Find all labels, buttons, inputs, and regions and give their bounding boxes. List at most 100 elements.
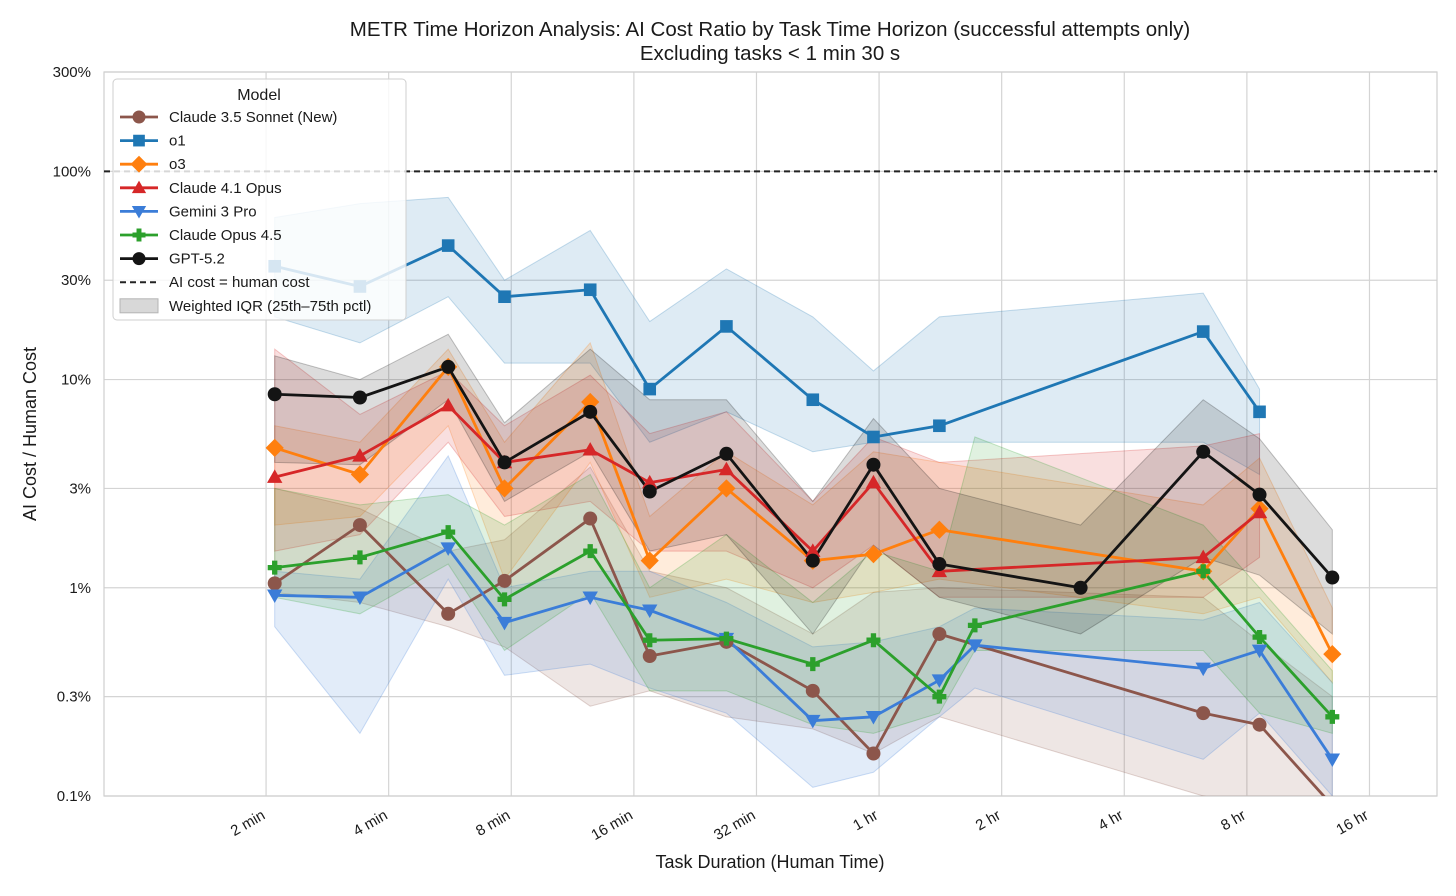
data-point-claude-opus-4-5 [642, 633, 657, 648]
data-point-o1 [806, 393, 820, 407]
data-point-gpt-5-2 [642, 484, 657, 499]
data-point-gemini-3-pro [266, 589, 283, 604]
x-tick-label: 32 min [711, 807, 758, 844]
legend-item-claude-4-1-opus: Claude 4.1 Opus [120, 180, 282, 197]
data-point-gemini-3-pro [582, 591, 598, 606]
y-tick-label: 0.3% [57, 689, 91, 706]
y-tick-label: 10% [61, 372, 91, 389]
data-point-o3 [265, 438, 284, 457]
data-point-claude-4-1-opus [642, 474, 658, 489]
legend-item-iqr: Weighted IQR (25th–75th pctl) [119, 298, 371, 315]
data-point-o1 [583, 283, 597, 297]
legend-label: Gemini 3 Pro [169, 203, 257, 220]
legend-marker [132, 252, 146, 266]
data-point-gpt-5-2 [866, 457, 881, 472]
y-tick-label: 30% [61, 272, 91, 289]
data-point-gpt-5-2 [1073, 580, 1088, 595]
data-point-o3 [495, 479, 514, 498]
legend-label: o3 [169, 156, 186, 173]
legend-label: o1 [169, 133, 186, 150]
data-point-claude-opus-4-5 [267, 560, 282, 575]
y-tick-labels: 0.1% 0.3% 1% 3% 10% 30% 100% 300% [53, 64, 91, 805]
data-point-o3 [864, 545, 883, 564]
data-point-o3 [1323, 645, 1342, 664]
data-point-gemini-3-pro [642, 604, 658, 618]
x-axis-label: Task Duration (Human Time) [655, 852, 884, 872]
x-tick-label: 16 hr [1333, 807, 1371, 839]
data-point-gemini-3-pro [1324, 753, 1341, 768]
data-point-claude-opus-4-5 [583, 544, 598, 559]
x-tick-label: 16 min [588, 807, 635, 844]
x-tick-label: 4 hr [1095, 807, 1126, 835]
legend-marker [131, 206, 147, 219]
data-point-claude-3-5-sonnet-new [1252, 717, 1267, 732]
data-point-claude-opus-4-5 [719, 631, 734, 646]
data-point-gpt-5-2 [267, 387, 282, 402]
data-point-gpt-5-2 [719, 446, 734, 461]
iqr-band-gpt-5-2 [274, 333, 1333, 636]
data-point-gpt-5-2 [1252, 487, 1267, 502]
x-tick-label: 8 hr [1218, 807, 1249, 835]
data-point-gemini-3-pro [1195, 662, 1211, 677]
data-point-claude-4-1-opus [865, 474, 882, 489]
legend-box [112, 78, 407, 321]
data-point-claude-4-1-opus [440, 397, 456, 412]
legend-item-claude-opus-4-5: Claude Opus 4.5 [120, 227, 282, 244]
legend-item-o3: o3 [120, 155, 186, 173]
data-point-o1 [933, 419, 946, 433]
data-point-gemini-3-pro [352, 591, 368, 606]
data-point-o1 [498, 290, 511, 304]
data-point-claude-3-5-sonnet-new [441, 606, 456, 621]
data-point-o1 [720, 320, 733, 333]
data-point-claude-opus-4-5 [932, 689, 947, 704]
data-point-claude-4-1-opus [582, 442, 598, 456]
legend-marker [132, 228, 146, 242]
legend-item-gemini-3-pro: Gemini 3 Pro [120, 203, 257, 220]
iqr-band-o3 [274, 341, 1333, 685]
data-point-claude-3-5-sonnet-new [267, 576, 282, 591]
data-point-claude-3-5-sonnet-new [805, 683, 820, 698]
x-tick-label: 4 min [350, 807, 390, 840]
y-tick-label: 100% [53, 163, 91, 180]
data-point-o3 [640, 551, 659, 570]
data-point-claude-4-1-opus [266, 469, 283, 483]
data-point-gpt-5-2 [441, 359, 456, 374]
legend-swatch-band [119, 298, 159, 314]
legend-item-gpt-5-2: GPT-5.2 [120, 251, 225, 268]
legend-marker [133, 134, 145, 147]
y-tick-label: 0.1% [57, 788, 91, 805]
legend-marker [130, 155, 148, 173]
chart-subtitle: Excluding tasks < 1 min 30 s [640, 42, 900, 65]
plot-frame [103, 71, 1438, 797]
data-point-claude-opus-4-5 [441, 525, 456, 540]
y-tick-label: 300% [53, 64, 91, 81]
iqr-band-o1 [274, 196, 1261, 476]
y-tick-label: 1% [69, 580, 91, 597]
data-point-claude-4-1-opus [1195, 549, 1211, 564]
x-tick-label: 8 min [473, 807, 513, 840]
data-point-o1 [441, 239, 455, 252]
data-point-o1 [1196, 325, 1210, 338]
data-point-claude-3-5-sonnet-new [583, 511, 598, 526]
data-point-gemini-3-pro [865, 711, 882, 725]
data-point-o1 [643, 382, 657, 396]
data-point-claude-3-5-sonnet-new [1196, 706, 1211, 721]
legend-item-reference: AI cost = human cost [120, 274, 310, 291]
legend: Model Claude 3.5 Sonnet (New)o1o3Claude … [112, 78, 407, 321]
series-markers [265, 239, 1342, 768]
iqr-band-claude-opus-4-5 [274, 436, 1333, 734]
legend-title: Model [237, 87, 281, 104]
legend-items: Claude 3.5 Sonnet (New) o1 o3 Claude 4.1 Op… [119, 109, 371, 315]
series-line-o1 [274, 244, 1261, 439]
data-point-claude-3-5-sonnet-new [497, 573, 512, 588]
data-point-gpt-5-2 [805, 553, 820, 568]
iqr-band-gemini-3-pro [274, 454, 1333, 796]
data-point-gpt-5-2 [932, 557, 947, 572]
chart-title: METR Time Horizon Analysis: AI Cost Rati… [350, 18, 1190, 41]
data-point-gemini-3-pro [1251, 644, 1268, 659]
data-point-o1 [1253, 405, 1266, 419]
data-point-claude-opus-4-5 [352, 550, 367, 565]
data-point-claude-opus-4-5 [1252, 630, 1267, 645]
data-point-o3 [350, 465, 370, 484]
data-point-o1 [867, 430, 880, 444]
